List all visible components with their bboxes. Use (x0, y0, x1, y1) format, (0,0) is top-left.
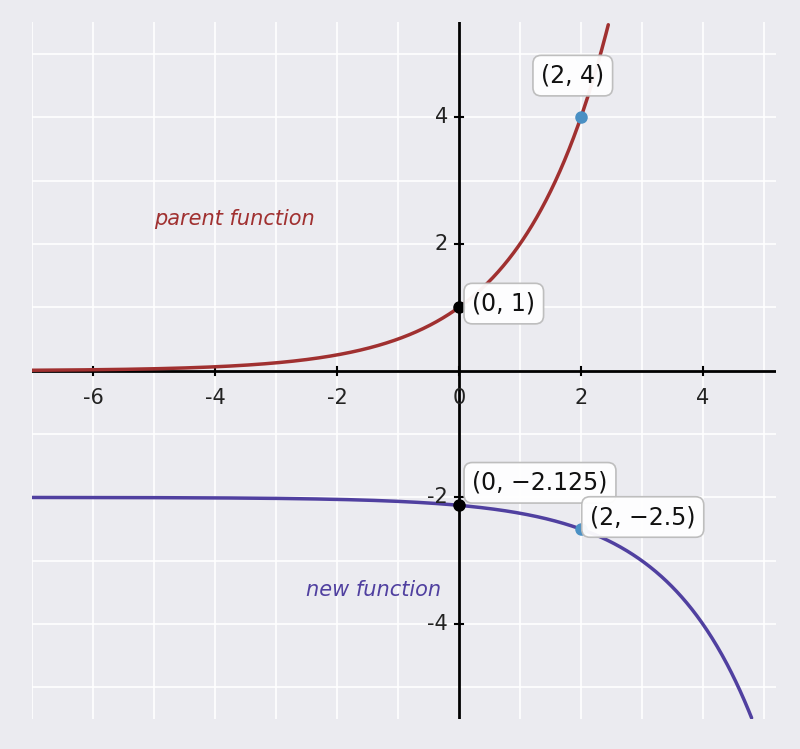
Text: 4: 4 (434, 107, 448, 127)
Text: 2: 2 (574, 389, 587, 408)
Text: (0, −2.125): (0, −2.125) (472, 471, 608, 495)
Text: -2: -2 (326, 389, 347, 408)
Text: -4: -4 (205, 389, 226, 408)
Text: -4: -4 (427, 614, 448, 634)
Text: (2, −2.5): (2, −2.5) (590, 505, 695, 529)
Text: 0: 0 (452, 389, 466, 408)
Text: new function: new function (306, 580, 442, 599)
Text: (0, 1): (0, 1) (472, 291, 535, 315)
Text: (2, 4): (2, 4) (542, 64, 604, 88)
Text: -6: -6 (82, 389, 103, 408)
Text: -2: -2 (427, 488, 448, 507)
Text: 2: 2 (434, 234, 448, 254)
Text: 4: 4 (696, 389, 710, 408)
Text: parent function: parent function (154, 209, 314, 229)
